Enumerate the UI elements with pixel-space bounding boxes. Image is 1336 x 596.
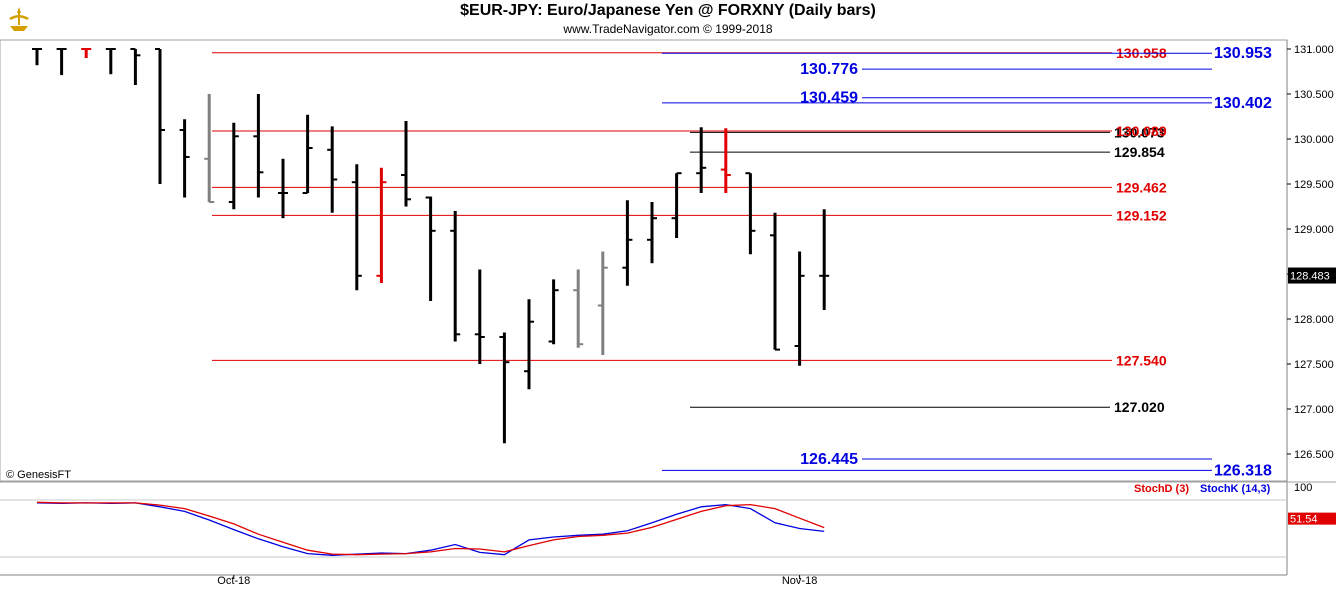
last-price-box [1288, 267, 1336, 284]
level-label-5: 130.073 [1114, 124, 1165, 140]
stoch-tick-label-0: 100 [1294, 482, 1312, 494]
last-price-label: 128.483 [1290, 271, 1330, 283]
price-panel-frame [0, 39, 1288, 482]
price-tick-label-1: 130.500 [1294, 89, 1334, 101]
level-label-3: 130.459 [800, 90, 858, 107]
legend-stochk: StochK (14,3) [1200, 483, 1271, 495]
level-label-13: 126.318 [1214, 462, 1272, 479]
price-tick-label-9: 126.500 [1294, 449, 1334, 461]
stoch-series-1 [36, 501, 825, 556]
level-label-11: 127.020 [1114, 399, 1165, 415]
level-label-4: 130.402 [1214, 95, 1272, 112]
chart-title: $EUR-JPY: Euro/Japanese Yen @ FORXNY (Da… [460, 2, 876, 19]
level-label-6: 130.089 [1116, 123, 1167, 139]
level-label-7: 129.854 [1114, 144, 1165, 160]
trade-navigator-logo-icon [9, 7, 29, 31]
price-tick-label-0: 131.000 [1294, 44, 1334, 56]
level-label-10: 127.540 [1116, 352, 1167, 368]
stoch-series-0 [36, 502, 825, 556]
chart-subtitle: www.TradeNavigator.com © 1999-2018 [563, 22, 773, 36]
price-tick-label-3: 129.500 [1294, 179, 1334, 191]
price-tick-label-8: 127.000 [1294, 404, 1334, 416]
level-label-12: 126.445 [800, 451, 858, 468]
stoch-last-label: 51.54 [1290, 514, 1318, 526]
level-label-1: 130.953 [1214, 45, 1272, 62]
price-tick-label-4: 129.000 [1294, 224, 1334, 236]
level-label-8: 129.462 [1116, 179, 1167, 195]
stoch-last-box [1288, 512, 1336, 525]
price-tick-label-7: 127.500 [1294, 359, 1334, 371]
price-tick-label-2: 130.000 [1294, 134, 1334, 146]
level-label-2: 130.776 [800, 61, 858, 78]
copyright-label: © GenesisFT [6, 469, 71, 481]
date-label-0: Oct-18 [217, 575, 250, 587]
price-tick-label-6: 128.000 [1294, 314, 1334, 326]
date-label-1: Nov-18 [782, 575, 817, 587]
legend-stochd: StochD (3) [1134, 483, 1189, 495]
level-label-9: 129.152 [1116, 207, 1167, 223]
